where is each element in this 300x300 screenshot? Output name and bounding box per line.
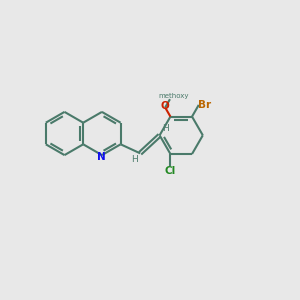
Text: H: H: [131, 155, 138, 164]
Text: N: N: [97, 152, 106, 163]
Text: methoxy: methoxy: [158, 93, 189, 99]
Text: Cl: Cl: [165, 167, 176, 176]
Text: Br: Br: [198, 100, 211, 110]
Text: H: H: [162, 124, 168, 133]
Text: O: O: [161, 101, 170, 111]
